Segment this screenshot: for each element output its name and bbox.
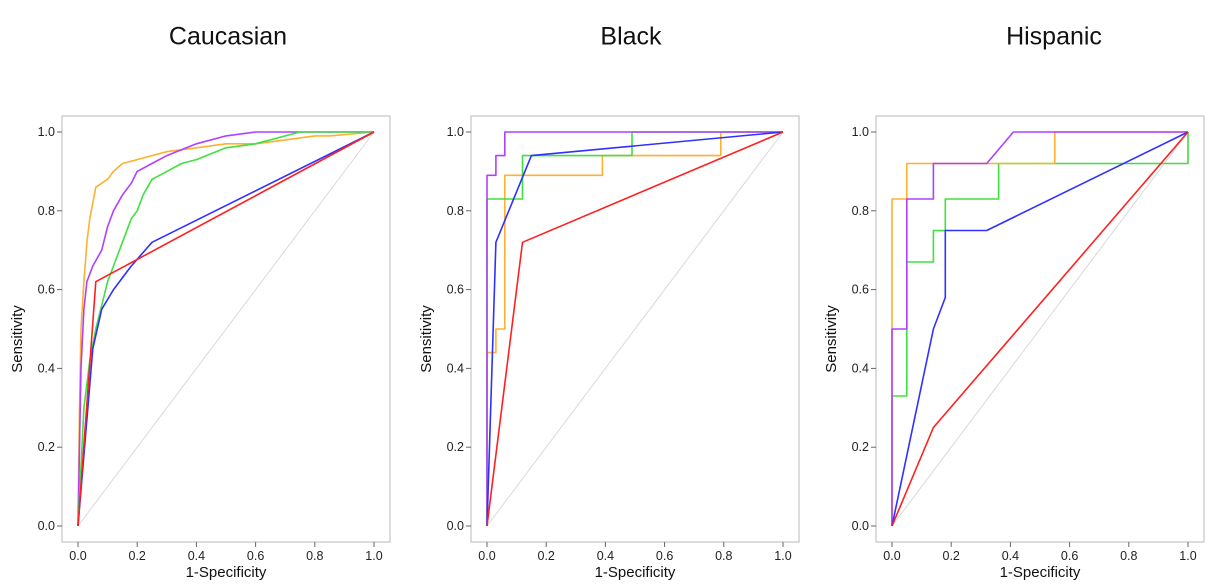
chart-panel-caucasian: Caucasian 0.0 0.2 0.4 0.6 0.8 1.0 0.0 0.2 0.4 0.6 0… xyxy=(9,23,391,581)
x-tick-label: 0.6 xyxy=(656,549,673,563)
roc-curve-5 xyxy=(891,131,1189,527)
x-tick-label: 0.2 xyxy=(538,549,555,563)
y-tick-label: 0.8 xyxy=(852,204,869,218)
y-axis-label: Sensitivity xyxy=(418,305,435,373)
roc-curve-5 xyxy=(77,131,375,527)
x-tick-label: 0.0 xyxy=(883,549,900,563)
x-axis-label: 1-Specificity xyxy=(595,564,676,581)
x-tick-label: 1.0 xyxy=(1179,549,1196,563)
y-axis-label: Sensitivity xyxy=(9,305,26,373)
y-tick-label: 0.2 xyxy=(447,440,464,454)
x-tick-label: 0.2 xyxy=(943,549,960,563)
y-tick-label: 0.4 xyxy=(38,361,55,375)
roc-curve-2 xyxy=(77,131,374,527)
y-tick-label: 1.0 xyxy=(447,125,464,139)
y-tick-label: 0.8 xyxy=(38,204,55,218)
chart-panel-hispanic: Hispanic 0.0 0.2 0.4 0.6 0.8 1.0 0.0 0.2 0.4 0.6 0.… xyxy=(823,23,1205,581)
x-axis-label: 1-Specificity xyxy=(186,564,267,581)
y-tick-label: 0.0 xyxy=(447,519,464,533)
roc-curve-3 xyxy=(891,131,1188,526)
y-tick-label: 0.0 xyxy=(852,519,869,533)
chart-title: Hispanic xyxy=(1006,23,1102,51)
roc-curve-4 xyxy=(891,131,1189,527)
y-tick-label: 1.0 xyxy=(852,125,869,139)
x-tick-label: 0.0 xyxy=(478,549,495,563)
x-tick-label: 0.8 xyxy=(1120,549,1137,563)
x-tick-label: 1.0 xyxy=(774,549,791,563)
roc-curve-3 xyxy=(77,131,374,527)
x-tick-label: 0.2 xyxy=(129,549,146,563)
x-tick-label: 0.4 xyxy=(1002,549,1019,563)
x-tick-label: 0.0 xyxy=(69,549,86,563)
reference-diagonal-line xyxy=(891,131,1189,527)
y-axis-label: Sensitivity xyxy=(823,305,840,373)
x-tick-label: 0.8 xyxy=(306,549,323,563)
reference-diagonal-line xyxy=(77,131,375,527)
x-tick-label: 0.4 xyxy=(597,549,614,563)
y-tick-label: 0.4 xyxy=(852,361,869,375)
x-tick-label: 1.0 xyxy=(365,549,382,563)
y-tick-label: 0.4 xyxy=(447,361,464,375)
chart-title: Caucasian xyxy=(169,23,287,51)
roc-curve-4 xyxy=(486,131,784,527)
y-tick-label: 0.2 xyxy=(852,440,869,454)
x-tick-label: 0.4 xyxy=(188,549,205,563)
roc-curve-1 xyxy=(77,131,375,527)
x-tick-label: 0.8 xyxy=(715,549,732,563)
y-tick-label: 0.2 xyxy=(38,440,55,454)
x-tick-label: 0.6 xyxy=(1061,549,1078,563)
reference-diagonal-line xyxy=(486,131,784,527)
chart-title: Black xyxy=(600,23,662,51)
x-axis-label: 1-Specificity xyxy=(1000,564,1081,581)
roc-curve-5 xyxy=(486,131,784,527)
y-tick-label: 1.0 xyxy=(38,125,55,139)
x-tick-label: 0.6 xyxy=(247,549,264,563)
y-tick-label: 0.6 xyxy=(38,283,55,297)
roc-curve-3 xyxy=(486,131,783,526)
chart-panel-black: Black 0.0 0.2 0.4 0.6 0.8 1.0 0.0 0.2 0.4 0.6 0.8 1.… xyxy=(418,23,800,581)
roc-curve-4 xyxy=(77,131,375,527)
y-tick-label: 0.6 xyxy=(447,283,464,297)
y-tick-label: 0.6 xyxy=(852,283,869,297)
y-tick-label: 0.8 xyxy=(447,204,464,218)
y-tick-label: 0.0 xyxy=(38,519,55,533)
